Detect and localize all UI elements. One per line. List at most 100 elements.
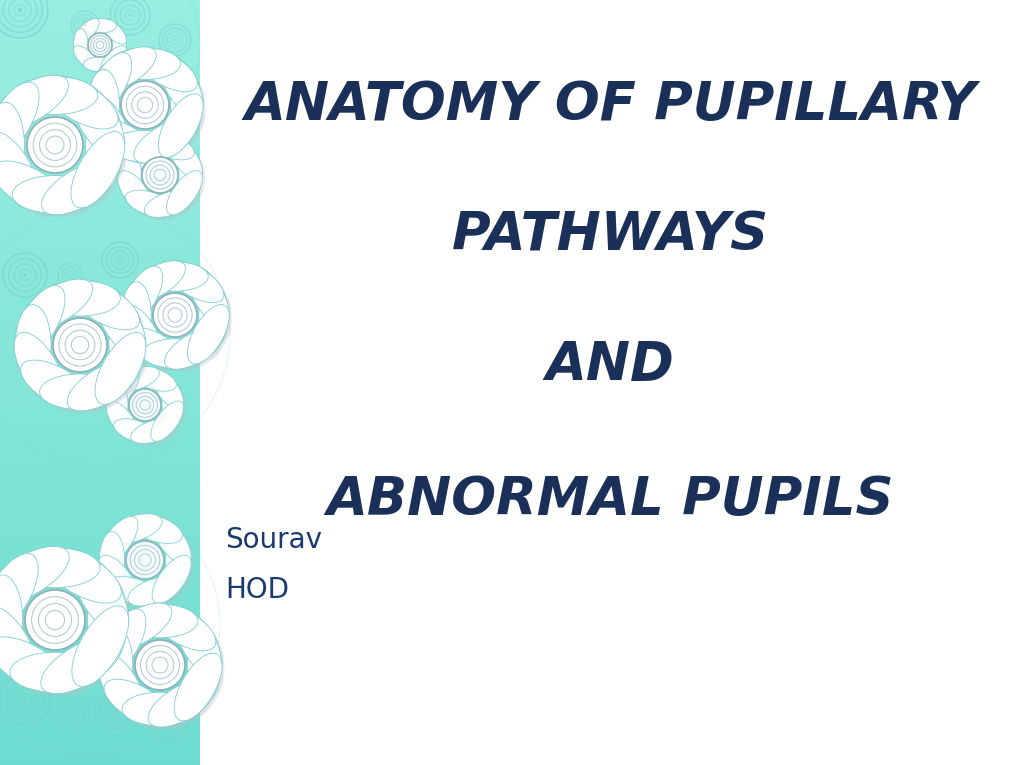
Bar	[0, 566, 200, 570]
Ellipse shape	[152, 516, 192, 565]
Bar	[0, 61, 200, 65]
Bar	[0, 153, 200, 157]
Ellipse shape	[125, 320, 176, 371]
Bar	[0, 161, 200, 164]
Ellipse shape	[133, 119, 198, 163]
Bar	[0, 4, 200, 8]
Ellipse shape	[104, 570, 153, 609]
Bar	[0, 191, 200, 195]
Bar	[0, 149, 200, 153]
Bar	[0, 122, 200, 126]
Ellipse shape	[114, 607, 189, 644]
Ellipse shape	[12, 176, 98, 213]
Ellipse shape	[0, 80, 56, 146]
Ellipse shape	[84, 18, 116, 33]
Bar	[0, 268, 200, 272]
Bar	[0, 176, 200, 180]
Ellipse shape	[40, 281, 120, 316]
Ellipse shape	[158, 94, 203, 158]
Bar	[0, 279, 200, 283]
Bar	[0, 425, 200, 428]
Bar	[0, 222, 200, 226]
Ellipse shape	[151, 369, 183, 409]
Ellipse shape	[125, 265, 176, 317]
Bar	[0, 421, 200, 425]
Bar	[0, 168, 200, 172]
Bar	[0, 256, 200, 260]
Ellipse shape	[170, 63, 206, 132]
Ellipse shape	[32, 283, 110, 323]
Ellipse shape	[106, 401, 139, 441]
Bar	[0, 15, 200, 19]
Ellipse shape	[199, 275, 231, 340]
Bar	[0, 80, 200, 84]
Bar	[0, 367, 200, 371]
Ellipse shape	[56, 283, 135, 323]
Bar	[0, 237, 200, 241]
Bar	[0, 574, 200, 578]
Bar	[0, 402, 200, 405]
Ellipse shape	[99, 627, 132, 703]
Ellipse shape	[91, 109, 147, 164]
Bar	[0, 19, 200, 23]
Ellipse shape	[85, 284, 147, 346]
Ellipse shape	[121, 282, 151, 348]
Ellipse shape	[138, 607, 211, 644]
Bar	[0, 46, 200, 50]
Bar	[0, 360, 200, 363]
Bar	[0, 272, 200, 275]
Ellipse shape	[126, 261, 185, 303]
Ellipse shape	[1, 651, 89, 696]
Ellipse shape	[126, 327, 185, 369]
Ellipse shape	[17, 321, 58, 399]
Ellipse shape	[113, 418, 159, 444]
Bar	[0, 616, 200, 620]
Bar	[0, 470, 200, 474]
Bar	[0, 620, 200, 623]
Ellipse shape	[0, 625, 56, 695]
Bar	[0, 482, 200, 486]
Ellipse shape	[0, 565, 30, 653]
Ellipse shape	[107, 381, 127, 428]
Ellipse shape	[10, 548, 100, 588]
Circle shape	[135, 640, 184, 690]
Bar	[0, 646, 200, 650]
Bar	[0, 50, 200, 54]
Ellipse shape	[73, 28, 88, 62]
Ellipse shape	[170, 70, 202, 141]
Bar	[0, 673, 200, 677]
Ellipse shape	[199, 295, 231, 360]
Ellipse shape	[148, 679, 216, 727]
Text: PATHWAYS: PATHWAYS	[451, 209, 767, 261]
Circle shape	[173, 39, 176, 41]
Bar	[0, 536, 200, 539]
Bar	[0, 669, 200, 673]
Ellipse shape	[104, 516, 153, 556]
Ellipse shape	[102, 545, 131, 601]
Ellipse shape	[101, 46, 126, 71]
Ellipse shape	[112, 28, 126, 62]
Ellipse shape	[137, 136, 189, 159]
Ellipse shape	[67, 360, 140, 411]
Ellipse shape	[186, 643, 224, 716]
Ellipse shape	[87, 94, 131, 158]
Bar	[0, 226, 200, 230]
Bar	[0, 528, 200, 532]
Bar	[0, 478, 200, 482]
Bar	[0, 157, 200, 161]
Text: Sourav: Sourav	[225, 526, 322, 554]
Bar	[0, 757, 200, 761]
Ellipse shape	[144, 190, 195, 217]
Bar	[0, 295, 200, 298]
Circle shape	[23, 273, 26, 277]
Ellipse shape	[165, 607, 223, 666]
Ellipse shape	[136, 339, 200, 372]
Bar	[0, 623, 200, 627]
Bar	[0, 245, 200, 249]
Ellipse shape	[165, 669, 223, 728]
Ellipse shape	[120, 266, 162, 325]
Ellipse shape	[14, 332, 65, 405]
Ellipse shape	[178, 144, 205, 194]
Bar	[0, 126, 200, 130]
Bar	[0, 103, 200, 107]
